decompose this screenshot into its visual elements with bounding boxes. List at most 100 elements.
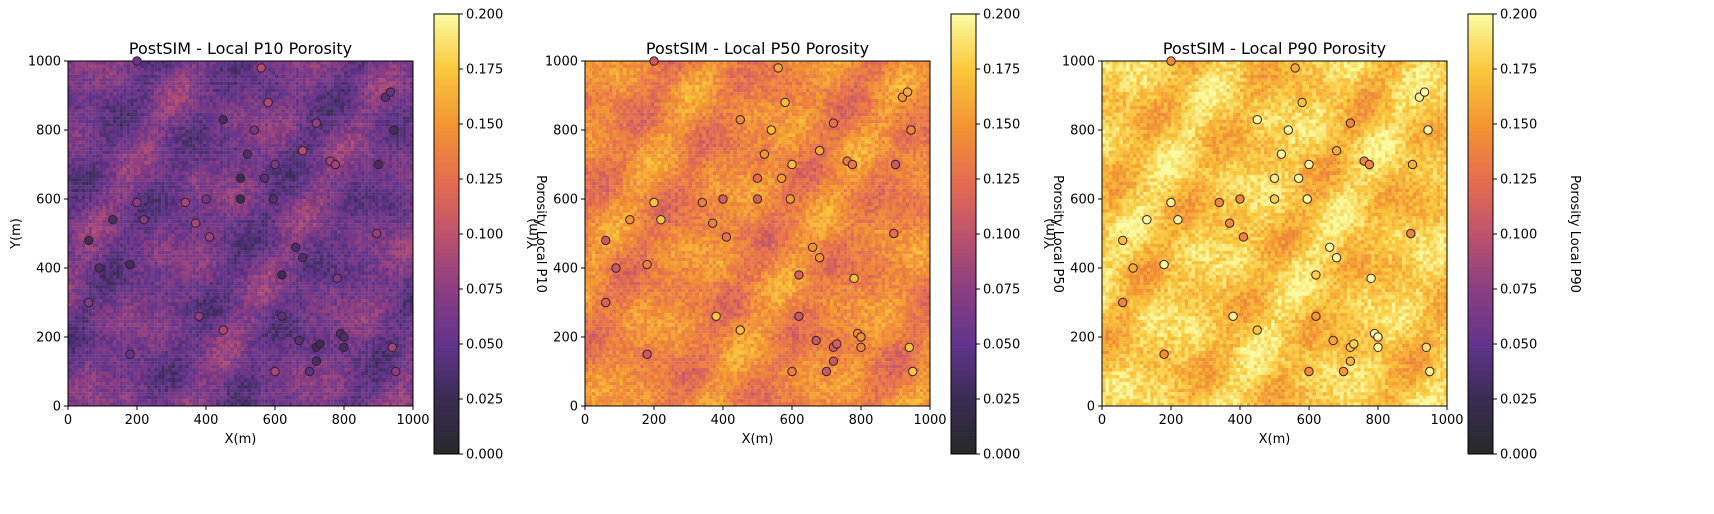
heatmap-cell [130, 89, 134, 93]
heatmap-cell [137, 113, 141, 117]
heatmap-cell [316, 85, 320, 89]
heatmap-cell [227, 113, 231, 117]
heatmap-cell [396, 61, 400, 65]
heatmap-cell [368, 99, 372, 103]
heatmap-cell [303, 106, 307, 110]
heatmap-cell [382, 78, 386, 82]
heatmap-cell [223, 154, 227, 158]
heatmap-cell [361, 123, 365, 127]
heatmap-cell [203, 144, 207, 148]
heatmap-cell [113, 96, 117, 100]
heatmap-cell [140, 168, 144, 172]
heatmap-cell [116, 96, 120, 100]
heatmap-cell [392, 116, 396, 120]
heatmap-cell [209, 96, 213, 100]
heatmap-cell [71, 165, 75, 169]
heatmap-cell [230, 82, 234, 86]
heatmap-cell [196, 137, 200, 141]
heatmap-cell [313, 71, 317, 75]
heatmap-cell [82, 92, 86, 96]
heatmap-cell [268, 82, 272, 86]
heatmap-cell [272, 130, 276, 134]
heatmap-cell [120, 116, 124, 120]
heatmap-cell [230, 85, 234, 89]
heatmap-cell [323, 85, 327, 89]
heatmap-cell [161, 137, 165, 141]
heatmap-cell [213, 109, 217, 113]
heatmap-cell [354, 130, 358, 134]
heatmap-cell [330, 113, 334, 117]
heatmap-cell [223, 144, 227, 148]
heatmap-cell [196, 61, 200, 65]
heatmap-cell [147, 109, 151, 113]
heatmap-cell [265, 92, 269, 96]
heatmap-cell [68, 106, 72, 110]
heatmap-cell [334, 75, 338, 79]
heatmap-cell [165, 64, 169, 68]
heatmap-cell [151, 165, 155, 169]
heatmap-cell [251, 64, 255, 68]
heatmap-cell [399, 158, 403, 162]
heatmap-cell [296, 85, 300, 89]
heatmap-cell [278, 89, 282, 93]
heatmap-cell [296, 154, 300, 158]
heatmap-cell [241, 68, 245, 72]
heatmap-cell [247, 61, 251, 65]
heatmap-cell [382, 158, 386, 162]
heatmap-cell [106, 89, 110, 93]
heatmap-cell [347, 89, 351, 93]
heatmap-cell [147, 61, 151, 65]
heatmap-cell [265, 165, 269, 169]
heatmap-cell [275, 140, 279, 144]
heatmap-cell [185, 116, 189, 120]
heatmap-cell [123, 64, 127, 68]
heatmap-cell [189, 133, 193, 137]
heatmap-cell [175, 147, 179, 151]
heatmap-cell [216, 127, 220, 131]
heatmap-cell [341, 106, 345, 110]
heatmap-cell [361, 78, 365, 82]
heatmap-cell [213, 137, 217, 141]
heatmap-cell [158, 106, 162, 110]
heatmap-cell [320, 116, 324, 120]
heatmap-cell [258, 120, 262, 124]
heatmap-cell [137, 89, 141, 93]
heatmap-cell [99, 82, 103, 86]
heatmap-cell [392, 165, 396, 169]
heatmap-cell [178, 158, 182, 162]
heatmap-cell [268, 140, 272, 144]
heatmap-cell [334, 64, 338, 68]
heatmap-cell [192, 130, 196, 134]
heatmap-cell [185, 61, 189, 65]
heatmap-cell [285, 75, 289, 79]
heatmap-cell [134, 85, 138, 89]
heatmap-cell [396, 102, 400, 106]
heatmap-cell [123, 116, 127, 120]
heatmap-cell [230, 64, 234, 68]
heatmap-cell [285, 99, 289, 103]
heatmap-cell [341, 75, 345, 79]
heatmap-cell [99, 168, 103, 172]
heatmap-cell [89, 133, 93, 137]
heatmap-cell [161, 64, 165, 68]
heatmap-cell [282, 137, 286, 141]
heatmap-cell [306, 68, 310, 72]
heatmap-cell [227, 106, 231, 110]
heatmap-cell [372, 75, 376, 79]
heatmap-cell [154, 165, 158, 169]
heatmap-cell [320, 102, 324, 106]
heatmap-cell [292, 116, 296, 120]
heatmap-cell [234, 89, 238, 93]
heatmap-cell [358, 92, 362, 96]
heatmap-cell [189, 165, 193, 169]
heatmap-cell [85, 68, 89, 72]
heatmap-cell [209, 78, 213, 82]
heatmap-cell [234, 147, 238, 151]
heatmap-cell [172, 120, 176, 124]
heatmap-cell [289, 120, 293, 124]
heatmap-cell [103, 61, 107, 65]
heatmap-cell [99, 92, 103, 96]
heatmap-cell [241, 64, 245, 68]
heatmap-cell [189, 127, 193, 131]
heatmap-cell [175, 151, 179, 155]
